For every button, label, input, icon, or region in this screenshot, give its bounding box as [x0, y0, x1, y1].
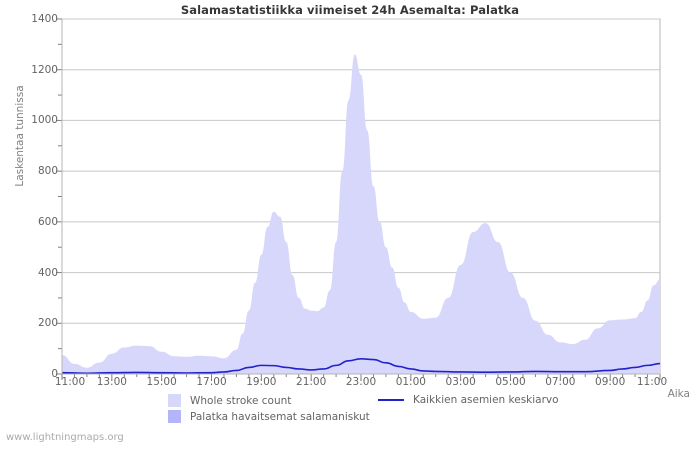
y-tick-label: 1400 — [31, 13, 58, 25]
y-tick-label: 800 — [37, 165, 58, 178]
footer-attribution: www.lightningmaps.org — [6, 432, 124, 443]
legend-item[interactable]: Palatka havaitsemat salamaniskut — [168, 410, 370, 423]
legend-swatch — [168, 410, 181, 423]
y-tick-label: 600 — [37, 215, 58, 228]
legend-line-marker — [378, 399, 404, 401]
y-tick-label: 1200 — [31, 63, 58, 76]
x-tick-label: 03:00 — [445, 376, 476, 388]
legend-label: Kaikkien asemien keskiarvo — [413, 394, 559, 406]
legend-item[interactable]: Kaikkien asemien keskiarvo — [378, 394, 559, 406]
y-axis-tick-labels: 0 200 400 600 800 1000 1200 1400 — [0, 0, 58, 450]
chart-legend: Whole stroke count Palatka havaitsemat sa… — [0, 394, 700, 428]
legend-label: Palatka havaitsemat salamaniskut — [190, 410, 370, 423]
x-axis-title: Aika — [667, 388, 690, 400]
y-tick-label: 200 — [37, 317, 58, 330]
x-tick-label: 05:00 — [495, 376, 526, 388]
x-tick-label: 23:00 — [345, 376, 377, 388]
y-tick-label: 400 — [37, 266, 58, 279]
x-tick-label: 15:00 — [146, 376, 177, 388]
x-tick-label: 17:00 — [196, 376, 227, 388]
x-tick-label: 19:00 — [246, 376, 277, 388]
chart-title: Salamastatistiikka viimeiset 24h Asemalt… — [180, 3, 520, 17]
legend-label: Whole stroke count — [190, 394, 292, 407]
y-tick-label: 1000 — [31, 114, 58, 127]
x-tick-label: 09:00 — [595, 376, 626, 388]
legend-item[interactable]: Whole stroke count — [168, 394, 291, 407]
x-tick-label: 11:00 — [54, 376, 86, 388]
x-tick-label: 21:00 — [296, 376, 327, 388]
x-tick-label: 01:00 — [395, 376, 426, 388]
x-tick-label: 13:00 — [96, 376, 127, 388]
x-tick-label: 11:00 — [636, 376, 668, 388]
legend-swatch — [168, 394, 181, 407]
x-tick-label: 07:00 — [545, 376, 576, 388]
y-tick-label: 0 — [51, 368, 58, 380]
